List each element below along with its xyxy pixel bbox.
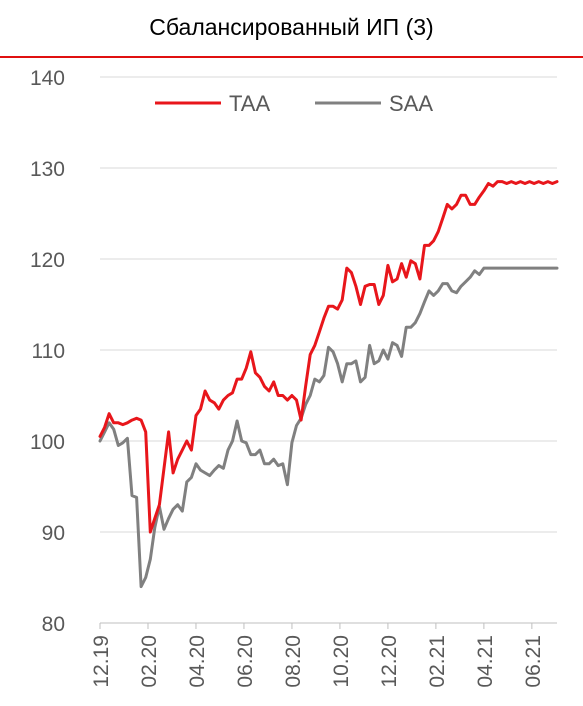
x-tick-label: 12.20 xyxy=(378,635,401,688)
series-lines xyxy=(98,180,559,589)
y-tick-label: 90 xyxy=(42,522,65,545)
series-line-saa xyxy=(98,266,559,589)
x-tick-label: 04.21 xyxy=(474,635,497,688)
y-tick-labels: 80 90 100 110 120 130 140 xyxy=(30,67,65,636)
x-tick-label: 04.20 xyxy=(186,635,209,688)
x-tick-labels: 12.19 02.20 04.20 06.20 08.20 10.20 12.20 02.21… xyxy=(90,635,545,688)
x-tick-label: 02.21 xyxy=(426,635,449,688)
chart-title: Сбалансированный ИП (3) xyxy=(149,14,434,40)
y-tick-label: 80 xyxy=(42,613,65,636)
y-tick-label: 130 xyxy=(30,158,65,181)
x-tick-label: 08.20 xyxy=(282,635,305,688)
axes xyxy=(99,622,557,629)
title-divider xyxy=(0,56,583,58)
x-tick-label: 10.20 xyxy=(330,635,353,688)
x-tick-label: 02.20 xyxy=(138,635,161,688)
series-line-taa xyxy=(98,180,559,534)
legend-label-saa: SAA xyxy=(389,91,433,116)
y-tick-label: 120 xyxy=(30,249,65,272)
x-tick-label: 06.21 xyxy=(522,635,545,688)
gridlines xyxy=(100,76,557,533)
y-tick-label: 110 xyxy=(32,340,65,363)
x-tick-label: 06.20 xyxy=(234,635,257,688)
legend-label-taa: TAA xyxy=(229,91,270,116)
x-tick-label: 12.19 xyxy=(90,635,113,688)
legend: TAA SAA xyxy=(155,91,433,116)
y-tick-label: 140 xyxy=(30,67,65,90)
y-tick-label: 100 xyxy=(30,431,65,454)
